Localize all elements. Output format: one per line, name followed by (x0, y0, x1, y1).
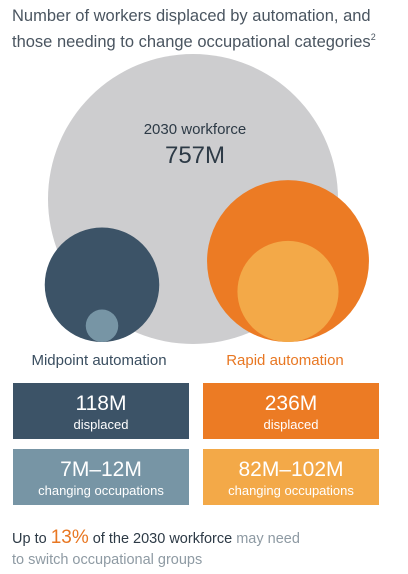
workforce-value: 757M (164, 142, 226, 169)
midpoint-changing-box: 7M–12M changing occupations (13, 449, 189, 505)
chart-title: Number of workers displaced by automatio… (12, 6, 404, 53)
midpoint-displaced-box: 118M displaced (13, 383, 189, 439)
rapid-displaced-box: 236M displaced (203, 383, 379, 439)
footer-line-2: to switch occupational groups (12, 552, 203, 568)
rapid-changing-box: 82M–102M changing occupations (203, 449, 379, 505)
midpoint-changing-caption: changing occupations (38, 483, 164, 498)
midpoint-changing-bubble (85, 309, 119, 342)
footer-prefix: Up to (12, 531, 51, 547)
workforce-label: 2030 workforce (143, 121, 247, 138)
rapid-changing-value: 82M–102M (238, 458, 344, 481)
title-line-2: those needing to change occupational cat… (12, 33, 371, 51)
footer-percent: 13% (50, 527, 89, 548)
midpoint-displaced-value: 118M (75, 392, 127, 415)
footer-muted: may need (232, 531, 300, 547)
footer-note: Up to 13% of the 2030 workforce may need… (12, 527, 402, 571)
bubble-chart (44, 54, 369, 344)
rapid-changing-caption: changing occupations (228, 483, 354, 498)
rapid-displaced-caption: displaced (263, 417, 319, 432)
midpoint-displaced-bubble (44, 227, 160, 342)
footer-middle: of the 2030 workforce (88, 531, 233, 547)
rapid-changing-bubble (237, 240, 339, 342)
midpoint-changing-value: 7M–12M (60, 458, 142, 481)
footnote-mark: 2 (370, 32, 376, 42)
title-line-1: Number of workers displaced by automatio… (12, 7, 371, 25)
rapid-displaced-value: 236M (264, 392, 318, 415)
midpoint-displaced-caption: displaced (73, 417, 129, 432)
scenario-rapid-label: Rapid automation (226, 352, 344, 369)
scenario-midpoint-label: Midpoint automation (31, 352, 167, 369)
